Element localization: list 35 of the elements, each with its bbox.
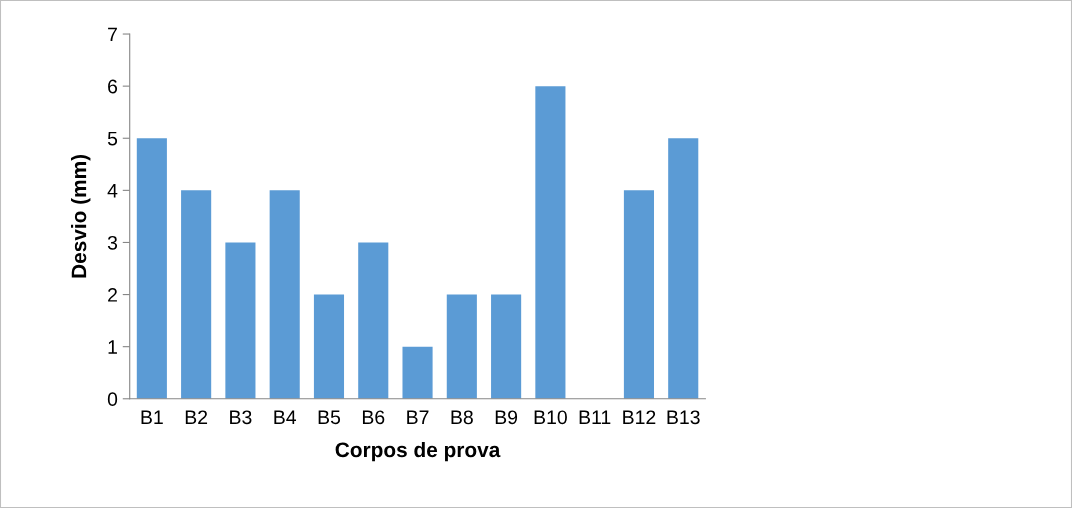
x-tick-label: B5: [318, 410, 341, 425]
x-tick-label: B13: [667, 410, 700, 425]
x-tick-label: B11: [579, 410, 611, 424]
bar: [668, 138, 699, 399]
y-tick-label: 1: [108, 340, 117, 354]
bar: [446, 294, 477, 399]
x-tick-label: B7: [407, 410, 429, 424]
bar: [136, 138, 167, 399]
y-tick-label: 6: [108, 79, 118, 94]
x-tick-label: B1: [141, 410, 163, 424]
bar: [623, 190, 655, 399]
x-tick-label: B9: [495, 410, 518, 425]
x-tick-label: B3: [230, 410, 252, 425]
y-tick-label: 3: [107, 235, 118, 250]
bar: [535, 86, 566, 399]
bar: [402, 346, 433, 399]
x-axis-title: Corpos de prova: [335, 441, 501, 462]
x-tick-label: B6: [362, 410, 385, 425]
x-tick-label: B12: [623, 410, 656, 424]
bar: [491, 294, 522, 399]
y-axis-title: Desvio (mm): [71, 154, 91, 278]
x-tick-label: B8: [451, 410, 473, 425]
y-tick-label: 4: [107, 184, 118, 198]
x-tick-label: B2: [185, 410, 208, 424]
x-tick-label: B4: [274, 410, 297, 424]
bar: [313, 294, 345, 399]
y-tick-label: 7: [108, 27, 117, 42]
bar: [225, 242, 256, 399]
x-tick-label: B10: [534, 410, 567, 425]
bar: [181, 190, 212, 399]
bar: [358, 242, 389, 399]
bar: [269, 190, 300, 399]
y-tick-label: 2: [108, 288, 117, 302]
y-tick-label: 5: [107, 131, 118, 146]
y-tick-label: 0: [107, 392, 118, 407]
